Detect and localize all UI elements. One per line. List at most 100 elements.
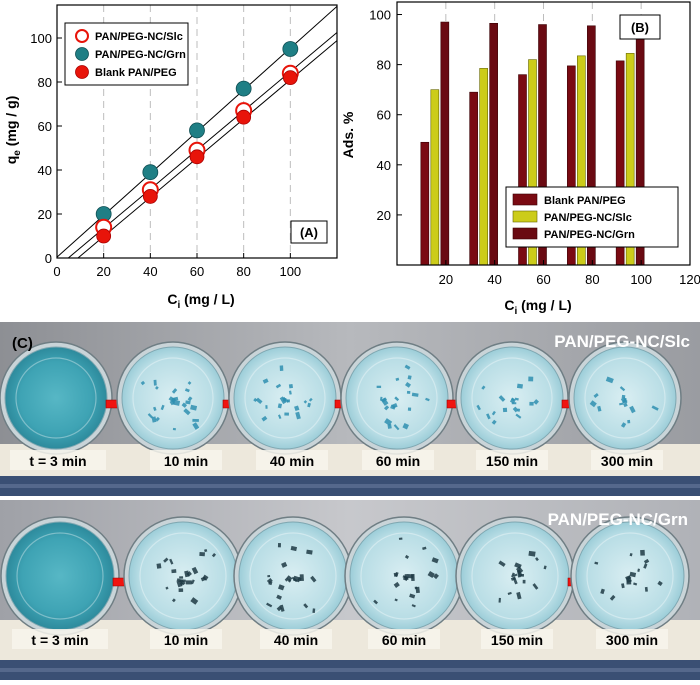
panel-a-x-tick-label: 60 [190, 264, 204, 279]
dish-reflection [584, 357, 666, 439]
adsorbent-flake [376, 385, 382, 388]
adsorbent-flake [172, 427, 176, 431]
adsorbent-flake [651, 405, 659, 411]
time-label-bg [256, 450, 328, 470]
panel-b-x-tick-label: 80 [585, 272, 599, 287]
adsorbent-flake [312, 608, 316, 614]
panel-b-y-tick-label: 100 [369, 8, 391, 23]
point-blank [282, 70, 298, 85]
adsorbent-flake [533, 399, 539, 405]
adsorbent-flake [502, 407, 508, 413]
time-label-bg [12, 629, 108, 649]
adsorbent-flake [266, 578, 273, 584]
photo-row-title: PAN/PEG-NC/Slc [554, 332, 690, 351]
adsorbent-flake [637, 568, 640, 572]
adsorbent-flake [278, 584, 285, 591]
panel-a-x-axis-title: Ci (mg / L) [167, 291, 234, 311]
point-grn [142, 164, 159, 181]
adsorbent-flake [633, 582, 638, 586]
adsorbent-flake [621, 583, 625, 589]
adsorbent-flake [153, 379, 157, 386]
adsorbent-flake [486, 413, 491, 420]
legend-swatch-slc [512, 210, 538, 223]
adsorbent-flake [407, 375, 412, 380]
panel-b-ticks: 20 40 60 80 100 120 20 40 60 80 100 [369, 8, 700, 287]
panel-b-y-tick-label: 20 [377, 208, 391, 223]
adsorbent-flake [511, 572, 515, 578]
adsorbent-flake [404, 554, 410, 559]
dish-reflection [471, 357, 553, 439]
adsorbent-flake [593, 393, 599, 398]
adsorbent-flake [515, 413, 522, 419]
dish-reflection [356, 357, 438, 439]
adsorbent-flake [171, 397, 176, 402]
adsorbent-flake [605, 376, 614, 384]
adsorbent-flake [291, 576, 298, 583]
adsorbent-flake [498, 597, 501, 603]
time-label: 10 min [164, 632, 208, 648]
adsorbent-flake [288, 390, 292, 395]
panel-c-photos: (C) PAN/PEG-NC/Slc PAN/PEG-NC/Grn t = 3 … [0, 322, 700, 680]
time-label: 300 min [601, 453, 653, 469]
point-blank [236, 109, 252, 125]
legend-marker-grn [75, 47, 89, 61]
adsorbent-flake [407, 407, 412, 411]
time-label-bg [260, 629, 332, 649]
legend-b-slc-label: PAN/PEG-NC/Slc [544, 212, 632, 224]
adsorbent-flake [476, 404, 481, 411]
adsorbent-flake [394, 598, 398, 602]
adsorbent-flake [184, 388, 190, 393]
adsorbent-flake [395, 377, 400, 382]
adsorbent-flake [192, 422, 200, 430]
adsorbent-flake [620, 397, 627, 404]
adsorbent-flake [156, 563, 162, 569]
point-blank [96, 228, 112, 244]
dish-reflection [360, 532, 448, 620]
adsorbent-flake [163, 557, 169, 563]
adsorbent-flake [261, 415, 268, 422]
adsorbent-flake [431, 557, 439, 564]
adsorbent-flake [294, 405, 300, 412]
adsorbent-flake [516, 383, 523, 389]
adsorbent-flake [179, 576, 184, 579]
adsorbent-flake [202, 574, 209, 581]
adsorbent-flake [255, 397, 263, 405]
dish-solution [128, 521, 238, 631]
panel-b-y-tick-label: 80 [377, 58, 391, 73]
adsorbent-flake [187, 381, 192, 385]
adsorbent-flake [185, 400, 191, 405]
adsorbent-flake [513, 573, 518, 577]
adsorbent-flake [276, 594, 282, 600]
legend-a-slc-label: PAN/PEG-NC/Slc [95, 31, 183, 43]
panel-a-y-tick-label: 100 [30, 31, 52, 46]
panel-a-y-tick-label: 20 [38, 207, 52, 222]
time-label: 40 min [270, 453, 314, 469]
legend-b-blank-label: Blank PAN/PEG [544, 195, 626, 207]
panel-b-x-tick-label: 40 [487, 272, 501, 287]
panel-a-ticks: 0 20 40 60 80 100 0 20 40 60 80 100 [30, 31, 301, 279]
adsorbent-flake [594, 561, 599, 565]
adsorbent-flake [373, 599, 379, 605]
panel-b-label-box [619, 14, 661, 40]
adsorbent-flake [387, 424, 392, 429]
adsorbent-flake [522, 579, 526, 584]
legend-b-grn-label: PAN/PEG-NC/Grn [544, 229, 635, 241]
adsorbent-flake [183, 408, 191, 416]
bar-slc [430, 89, 440, 266]
adsorbent-flake [278, 414, 282, 419]
adsorbent-flake [171, 569, 177, 574]
adsorbent-flake [160, 404, 165, 411]
adsorbent-flake [589, 400, 597, 408]
point-blank [142, 188, 158, 204]
photo-shelf [0, 444, 700, 476]
bar-grn [440, 21, 450, 266]
photo-row-grn: PAN/PEG-NC/Grn [0, 500, 700, 680]
adsorbent-flake [393, 424, 400, 431]
adsorbent-flake [295, 411, 301, 420]
time-label: 40 min [274, 632, 318, 648]
adsorbent-flake [284, 577, 289, 582]
adsorbent-flake [393, 581, 400, 588]
adsorbent-flake [620, 422, 627, 428]
adsorbent-flake [404, 574, 409, 580]
adsorbent-flake [390, 404, 396, 410]
